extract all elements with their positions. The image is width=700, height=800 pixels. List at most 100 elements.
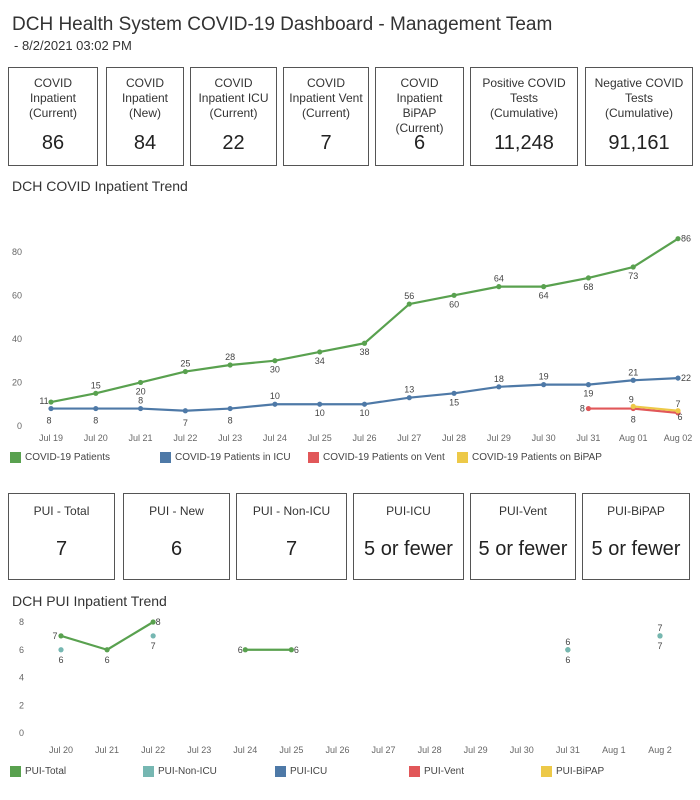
covid-19-patients-in-icu-data-label: 8 — [228, 416, 233, 426]
covid-19-patients-data-label: 68 — [583, 282, 593, 292]
kpi-value: 86 — [41, 132, 65, 154]
covid-19-patients-data-label: 25 — [180, 359, 190, 369]
x-tick-label: Jul 22 — [173, 433, 197, 443]
covid-19-patients-on-vent-point — [585, 405, 592, 412]
legend-entry-pui-total[interactable]: PUI-Total — [10, 766, 66, 777]
kpi-negative-tests: Negative COVID Tests (Cumulative) 91,161 — [585, 67, 693, 166]
pui-total-data-label: 7 — [52, 631, 57, 641]
legend-entry-pui-non-icu[interactable]: PUI-Non-ICU — [143, 766, 217, 777]
x-tick-label: Jul 28 — [442, 433, 466, 443]
legend-entry-pui-vent[interactable]: PUI-Vent — [409, 766, 464, 777]
covid-19-patients-in-icu-line-segment — [139, 407, 187, 412]
covid-19-patients-in-icu-data-label: 10 — [315, 408, 325, 418]
legend-entry-pui-icu[interactable]: PUI-ICU — [275, 766, 327, 777]
kpi-value: 7 — [55, 538, 68, 560]
pui-total-line-segment — [59, 634, 109, 651]
pui-non-icu-data-label: 6 — [58, 655, 63, 665]
covid-19-patients-line-segment — [632, 237, 680, 269]
x-tick-label: Jul 21 — [129, 433, 153, 443]
covid-19-patients-point — [361, 340, 368, 346]
legend-label: COVID-19 Patients in ICU — [175, 452, 291, 463]
pui-total-point — [104, 647, 110, 653]
covid-19-patients-in-icu-line-segment — [452, 385, 500, 395]
x-tick-label: Jul 25 — [279, 745, 303, 755]
covid-19-patients-on-bipap-point — [630, 403, 636, 409]
kpi-covid-inpatient-new: COVID Inpatient (New) 84 — [106, 67, 184, 166]
covid-19-patients-point — [48, 399, 54, 405]
covid-19-patients-in-icu-point — [361, 401, 368, 407]
legend-entry-covid-19-patients-on-vent[interactable]: COVID-19 Patients on Vent — [308, 452, 445, 463]
pui-total-data-label: 6 — [565, 637, 570, 647]
covid-19-patients-on-bipap-point — [675, 408, 681, 414]
y-tick-label: 20 — [12, 377, 22, 387]
kpi-value: 7 — [320, 132, 332, 154]
legend-swatch — [10, 452, 21, 463]
pui-total-data-label: 8 — [156, 617, 161, 627]
kpi-label: COVID Inpatient BiPAP (Current) — [395, 76, 444, 135]
x-tick-label: Jul 21 — [95, 745, 119, 755]
covid-19-patients-in-icu-point — [93, 405, 99, 412]
covid-19-patients-in-icu-data-label: 15 — [449, 397, 459, 407]
covid-19-patients-in-icu-line-segment — [184, 407, 232, 412]
covid-19-patients-in-icu-point — [48, 405, 54, 412]
x-tick-label: Jul 24 — [233, 745, 257, 755]
covid-19-patients-point — [227, 362, 233, 368]
legend-swatch — [275, 766, 286, 777]
covid-19-patients-data-label: 20 — [136, 386, 146, 396]
covid-19-patients-in-icu-point — [227, 405, 233, 412]
x-tick-label: Jul 25 — [308, 433, 332, 443]
covid-19-patients-line-segment — [542, 276, 590, 288]
x-tick-label: Aug 01 — [619, 433, 648, 443]
y-tick-label: 0 — [17, 421, 22, 431]
x-tick-label: Jul 30 — [532, 433, 556, 443]
kpi-value: 84 — [133, 132, 157, 154]
legend-entry-covid-19-patients[interactable]: COVID-19 Patients — [10, 452, 110, 463]
kpi-covid-inpatient-current: COVID Inpatient (Current) 86 — [8, 67, 98, 166]
covid-19-patients-point — [182, 368, 188, 375]
covid-19-patients-in-icu-data-label: 19 — [539, 372, 549, 382]
x-tick-label: Jul 31 — [556, 745, 580, 755]
covid-19-patients-data-label: 28 — [225, 352, 235, 362]
kpi-label: COVID Inpatient Vent (Current) — [289, 76, 363, 120]
legend-swatch — [308, 452, 319, 463]
kpi-covid-inpatient-icu: COVID Inpatient ICU (Current) 22 — [190, 67, 277, 166]
kpi-label: COVID Inpatient ICU (Current) — [198, 76, 269, 120]
kpi-pui-total: PUI - Total 7 — [8, 493, 115, 580]
y-tick-label: 6 — [19, 645, 24, 655]
x-tick-label: Jul 24 — [263, 433, 287, 443]
kpi-label: PUI - New — [149, 504, 204, 518]
covid-19-patients-data-label: 30 — [270, 365, 280, 375]
covid-19-patients-data-label: 64 — [494, 274, 504, 284]
covid-19-patients-line-segment — [318, 342, 366, 354]
x-tick-label: Jul 31 — [576, 433, 600, 443]
legend-entry-covid-19-patients-in-icu[interactable]: COVID-19 Patients in ICU — [160, 452, 291, 463]
legend-entry-pui-bipap[interactable]: PUI-BiPAP — [541, 766, 604, 777]
covid-19-patients-data-label: 56 — [404, 291, 414, 301]
legend-entry-covid-19-patients-on-bipap[interactable]: COVID-19 Patients on BiPAP — [457, 452, 602, 463]
pui-total-line-segment — [105, 620, 155, 651]
kpi-pui-icu: PUI-ICU 5 or fewer — [353, 493, 464, 580]
pui-total-point — [58, 633, 64, 639]
x-tick-label: Jul 22 — [141, 745, 165, 755]
kpi-value: 5 or fewer — [591, 538, 681, 560]
covid-19-patients-point — [496, 284, 502, 290]
covid-19-patients-data-label: 73 — [628, 271, 638, 281]
covid-19-patients-in-icu-line-segment — [363, 396, 411, 406]
covid-19-patients-data-label: 60 — [449, 299, 459, 309]
kpi-covid-inpatient-vent: COVID Inpatient Vent (Current) 7 — [283, 67, 369, 166]
kpi-pui-new: PUI - New 6 — [123, 493, 230, 580]
x-tick-label: Jul 30 — [510, 745, 534, 755]
legend-label: COVID-19 Patients — [25, 452, 111, 463]
kpi-value: 7 — [285, 538, 298, 560]
pui-total-data-label: 6 — [294, 645, 299, 655]
pui-non-icu-data-label: 7 — [657, 641, 662, 651]
kpi-value: 6 — [170, 538, 183, 560]
kpi-row-covid: COVID Inpatient (Current) 86 COVID Inpat… — [8, 67, 693, 166]
kpi-value: 5 or fewer — [364, 538, 453, 560]
kpi-pui-vent: PUI-Vent 5 or fewer — [470, 493, 576, 580]
covid-19-patients-in-icu-point — [675, 375, 681, 381]
legend-swatch — [541, 766, 552, 777]
covid-19-patients-on-vent-data-label: 8 — [631, 415, 636, 425]
covid-19-patients-line-segment — [94, 381, 142, 395]
covid-19-patients-in-icu-line-segment — [497, 383, 545, 388]
